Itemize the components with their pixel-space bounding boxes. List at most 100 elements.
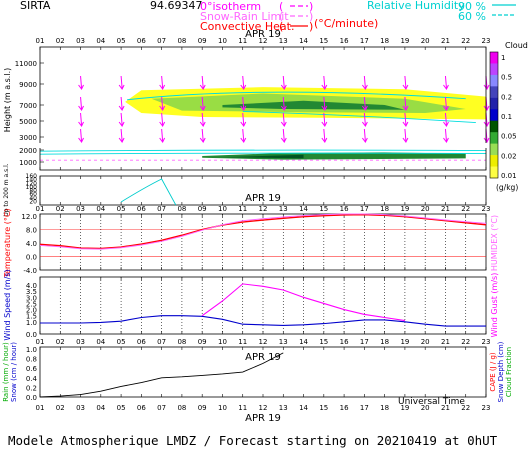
wind-barb-head (483, 121, 490, 127)
date-label: APR 19 (245, 193, 281, 204)
rh-value-90: 90 % (458, 0, 486, 13)
hour-tick-label: 16 (340, 404, 349, 412)
wind-barb-head (118, 105, 125, 111)
hour-tick-label: 21 (441, 37, 450, 45)
wind-barb (444, 112, 447, 126)
y-tick-label: 1000 (19, 159, 37, 167)
hour-tick-label: 09 (198, 338, 207, 346)
hour-tick-label: 04 (96, 404, 105, 412)
wind-barb (282, 96, 285, 110)
y-tick-label: 80 (29, 188, 37, 195)
hour-tick-label: 12 (259, 338, 268, 346)
hour-tick-label: 22 (461, 338, 470, 346)
hour-tick-label: 05 (117, 404, 126, 412)
hour-tick-label: 10 (218, 37, 227, 45)
colorbar-frame (489, 51, 499, 179)
temperature-line (39, 213, 487, 250)
hour-tick-label: 07 (157, 37, 166, 45)
wind-barb (201, 128, 204, 142)
y-tick-label: 140 (26, 177, 38, 184)
hour-tick-label: 04 (96, 37, 105, 45)
hour-tick-label: 10 (218, 404, 227, 412)
colorbar-tick-label: 0.01 (501, 172, 517, 180)
hour-tick-label: 08 (177, 404, 186, 412)
hour-tick-label: 11 (238, 404, 247, 412)
y-tick-label: -4.0 (23, 267, 37, 275)
legend-paren: ( (279, 0, 283, 13)
wind-barb (120, 96, 123, 110)
wind-barb-head (321, 121, 328, 127)
wind-barb (242, 96, 245, 110)
hour-tick-label: 17 (360, 37, 369, 45)
wind-barb (363, 112, 366, 126)
wind-speed-axis-label: Wind Speed (m/s) (3, 269, 12, 340)
wind-barb-head (361, 121, 368, 127)
cloud-layer (222, 100, 405, 110)
hour-tick-label: 09 (198, 404, 207, 412)
hour-tick-label: 17 (360, 205, 369, 213)
snow-axis-label: Snow (cm / hour) (10, 342, 18, 402)
hour-tick-label: 03 (76, 404, 85, 412)
wind-barb-head (78, 84, 84, 90)
hour-tick-label: 02 (56, 404, 65, 412)
colorbar-swatch (490, 155, 498, 167)
hour-tick-label: 16 (340, 338, 349, 346)
site-name: SIRTA (20, 0, 51, 12)
humidex-axis-label: HUMIDEX (°C) (490, 215, 499, 271)
hour-tick-label: 08 (177, 37, 186, 45)
hour-tick-label: 14 (299, 404, 308, 412)
hour-tick-label: 21 (441, 205, 450, 213)
wind-barb (80, 128, 83, 142)
hour-tick-label: 20 (421, 37, 430, 45)
hour-tick-label: 19 (400, 338, 409, 346)
hour-tick-label: 19 (400, 404, 409, 412)
wind-barb (323, 112, 326, 126)
hour-tick-label: 02 (56, 338, 65, 346)
hour-tick-label: 10 (218, 338, 227, 346)
y-tick-label: 0.8 (26, 356, 37, 364)
colorbar-swatch (490, 63, 498, 76)
hour-tick-label: 01 (36, 404, 45, 412)
hour-tick-label: 08 (177, 338, 186, 346)
hour-tick-label: 23 (482, 404, 491, 412)
y-tick-label: 1.0 (26, 319, 37, 327)
rh-contour (39, 152, 487, 155)
wind-barb (161, 112, 164, 126)
wind-barb (363, 128, 366, 142)
wind-barb-head (118, 84, 125, 90)
hour-tick-label: 07 (157, 205, 166, 213)
wind-barb-head (443, 121, 449, 127)
y-tick-label: 1.0 (26, 346, 37, 354)
wind-barb (323, 96, 326, 110)
lowlevel-axis-label: Up to 200 m a.s.l. (3, 163, 10, 216)
date-label: APR 19 (245, 352, 281, 363)
wind-barb (444, 75, 447, 89)
wind-barb (404, 96, 407, 110)
wind-barb-head (402, 105, 409, 111)
y-tick-label: 7000 (19, 102, 37, 110)
snow-depth-axis-label: Snow Depth (cm) (497, 341, 505, 402)
legend-label: 0°isotherm (200, 0, 261, 13)
colorbar-title: Clouds (505, 41, 528, 50)
hour-tick-label: 20 (421, 338, 430, 346)
cloud-layer (222, 154, 304, 159)
y-tick-label: 60 (29, 191, 37, 198)
wind-barb-head (78, 105, 84, 111)
header-legend: 0°isotherm () Snow-Rain Limit() Convective … (200, 0, 313, 33)
precip-line (39, 352, 284, 398)
y-tick-label: 0.0 (26, 331, 37, 339)
colorbar-swatch (490, 143, 498, 156)
wind-barb-head (321, 137, 328, 143)
wind-barb-head (78, 121, 84, 127)
hour-tick-label: 02 (56, 205, 65, 213)
hour-tick-label: 15 (319, 338, 328, 346)
legend-label: Convective Heat. (200, 20, 294, 33)
wind-barb (120, 112, 123, 126)
height-axis-label: Height (m a.s.l.) (3, 68, 12, 133)
hour-tick-label: 23 (482, 205, 491, 213)
wind-barb-head (118, 121, 125, 127)
legend-paren: ) (309, 0, 313, 13)
wind-barb (201, 96, 204, 110)
hour-tick-label: 14 (299, 37, 308, 45)
hour-tick-label: 06 (137, 404, 146, 412)
